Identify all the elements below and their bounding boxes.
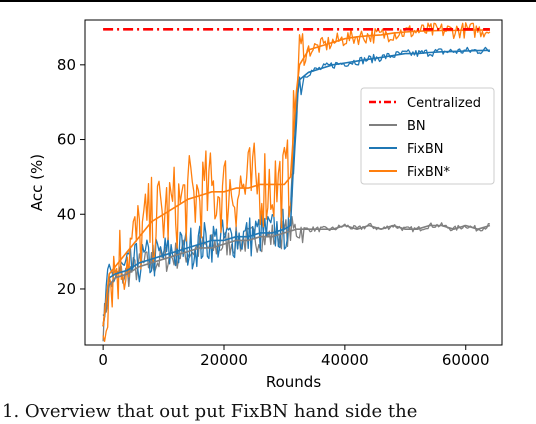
legend-label-bn: BN xyxy=(407,119,426,134)
accuracy-chart: 0 20000 40000 60000 20 40 60 80 Rounds Acc (%) Ce… xyxy=(28,19,503,391)
legend-box xyxy=(360,87,495,185)
y-axis-label: Acc (%) xyxy=(28,154,46,211)
figure-caption: 1. Overview that out put FixBN hand side… xyxy=(0,401,536,424)
x-axis-label: Rounds xyxy=(266,373,321,391)
series-trace-bn xyxy=(102,215,491,342)
series-trace-fixbn xyxy=(102,46,491,318)
y-tick-label: 60 xyxy=(57,131,76,149)
x-tick-label: 40000 xyxy=(321,351,369,369)
legend-label-centralized: Centralized xyxy=(407,96,481,111)
y-tick-label: 20 xyxy=(57,280,76,298)
series-line-bn xyxy=(102,224,491,327)
figure-caption-text: 1. Overview that out put FixBN hand side… xyxy=(2,401,418,422)
top-rule xyxy=(0,0,536,2)
axes: 0 20000 40000 60000 20 40 60 80 Rounds Acc (%) xyxy=(28,19,503,391)
plot-frame xyxy=(84,19,503,346)
legend-label-fixbn: FixBN xyxy=(407,142,443,157)
x-tick-label: 20000 xyxy=(200,351,248,369)
y-tick-label: 80 xyxy=(57,56,76,74)
y-tick-label: 40 xyxy=(57,205,76,223)
legend: Centralized BN FixBN FixBN* xyxy=(360,87,495,185)
legend-label-fixbn: FixBN* xyxy=(407,165,450,180)
series-line-fixbn xyxy=(102,49,490,327)
x-tick-label: 60000 xyxy=(442,351,490,369)
x-tick-label: 0 xyxy=(98,351,108,369)
series-lines xyxy=(102,27,491,327)
series-line-fixbn xyxy=(102,29,490,327)
